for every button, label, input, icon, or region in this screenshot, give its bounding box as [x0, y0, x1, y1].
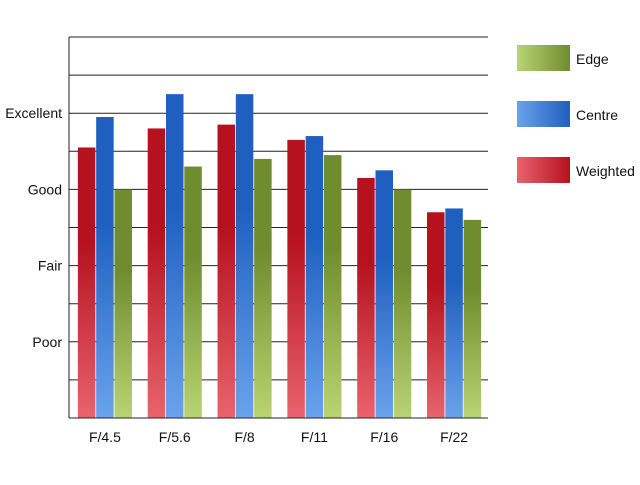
x-tick-label: F/22 — [440, 429, 468, 445]
legend-label-edge: Edge — [576, 51, 609, 67]
bar-edge-1 — [184, 166, 202, 418]
bar-weighted-3 — [287, 139, 305, 418]
y-tick-label: Good — [28, 181, 62, 197]
x-tick-label: F/8 — [234, 429, 254, 445]
x-tick-label: F/5.6 — [159, 429, 191, 445]
bar-weighted-1 — [147, 128, 166, 418]
legend-swatch-centre — [517, 101, 570, 127]
x-tick-label: F/16 — [370, 429, 398, 445]
axes — [68, 37, 488, 419]
bar-centre-5 — [445, 208, 463, 418]
legend-swatch-weighted — [517, 157, 570, 183]
bar-centre-1 — [166, 94, 184, 419]
bar-weighted-0 — [77, 147, 96, 419]
bar-weighted-5 — [427, 212, 445, 418]
y-tick-label: Fair — [38, 258, 62, 274]
bar-centre-3 — [305, 136, 324, 418]
bar-edge-0 — [114, 189, 132, 418]
bars — [77, 94, 482, 419]
bar-centre-4 — [375, 170, 393, 418]
bar-weighted-4 — [357, 177, 375, 418]
legend-label-centre: Centre — [576, 107, 618, 123]
legend-label-weighted: Weighted — [576, 163, 635, 179]
bar-centre-2 — [235, 94, 254, 419]
bar-weighted-2 — [217, 124, 236, 418]
y-tick-label: Poor — [32, 334, 62, 350]
bar-edge-4 — [393, 189, 412, 418]
bar-centre-0 — [96, 117, 114, 418]
axis-labels: Poor Fair Good Excellent F/4.5 F/5.6 F/8 F/11 F/… — [5, 105, 468, 445]
y-tick-label: Excellent — [5, 105, 62, 121]
legend-swatch-edge — [517, 45, 570, 71]
gridlines — [69, 36, 488, 381]
x-tick-label: F/11 — [301, 429, 328, 445]
legend: Edge Centre Weighted — [517, 45, 635, 183]
bar-edge-5 — [463, 219, 482, 418]
bar-edge-3 — [323, 155, 342, 419]
bar-edge-2 — [254, 158, 272, 419]
x-tick-label: F/4.5 — [89, 429, 121, 445]
